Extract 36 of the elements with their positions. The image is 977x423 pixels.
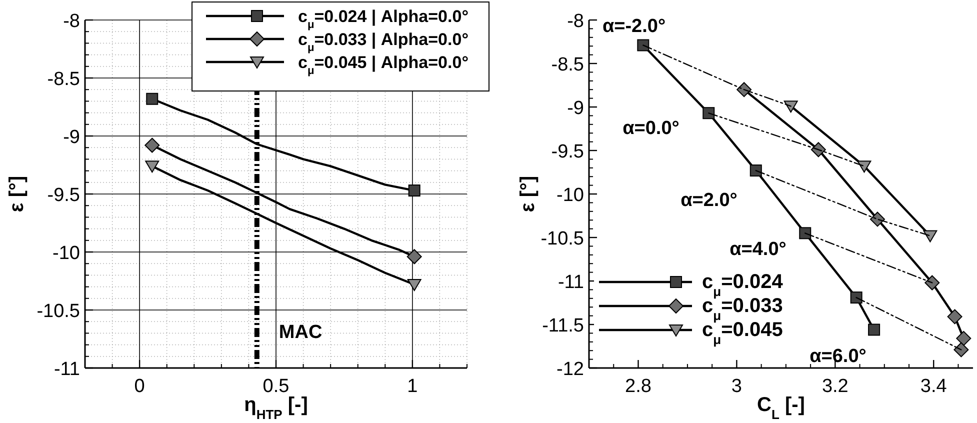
legend-label: c$_{μ}$=0.024 | Alpha=0.0° <box>298 7 469 31</box>
ref-line-label: MAC <box>278 322 322 343</box>
x-tick-label: 0.5 <box>262 376 290 397</box>
y-tick-label: -10.5 <box>36 301 80 322</box>
y-tick-label: -9 <box>63 127 80 148</box>
y-tick-label: -9 <box>567 98 584 119</box>
y-tick-label: -8 <box>63 11 80 32</box>
annotation: α=-2.0° <box>602 16 666 37</box>
x-tick-label: 1 <box>407 376 418 397</box>
y-axis-title: ε [°] <box>517 176 539 212</box>
x-tick-label: 3.4 <box>920 376 948 397</box>
annotation: α=0.0° <box>622 118 680 139</box>
y-tick-label: -9.5 <box>551 142 584 162</box>
legend-label: c$_{μ}$=0.033 | Alpha=0.0° <box>298 30 469 54</box>
y-tick-label: -8 <box>567 11 584 32</box>
x-tick-label: 3 <box>731 376 742 397</box>
x-tick-label: 2.8 <box>625 376 652 397</box>
x-axis-title: η$_{HTP}$ [-] <box>244 394 308 422</box>
x-axis-title: C$_{L}$ [-] <box>757 394 805 422</box>
y-tick-label: -10.5 <box>540 228 584 250</box>
y-tick-label: -8.5 <box>551 54 584 76</box>
annotation: α=2.0° <box>680 190 738 211</box>
y-tick-label: -9.5 <box>47 185 80 206</box>
y-tick-label: -10 <box>52 243 80 264</box>
annotation: α=4.0° <box>730 239 786 260</box>
y-axis-title: ε [°] <box>6 176 28 212</box>
y-tick-label: -11.5 <box>542 316 584 336</box>
y-tick-label: -12 <box>556 359 584 380</box>
y-tick-label: -11 <box>558 272 584 293</box>
legend-label: c$_{μ}$=0.045 | Alpha=0.0° <box>298 53 469 77</box>
y-tick-label: -10 <box>556 185 584 206</box>
annotation: α=6.0° <box>810 346 866 367</box>
x-tick-label: 3.2 <box>822 376 848 397</box>
x-tick-label: 0 <box>134 376 145 397</box>
y-tick-label: -8.5 <box>47 69 80 90</box>
y-tick-label: -11 <box>54 359 80 380</box>
